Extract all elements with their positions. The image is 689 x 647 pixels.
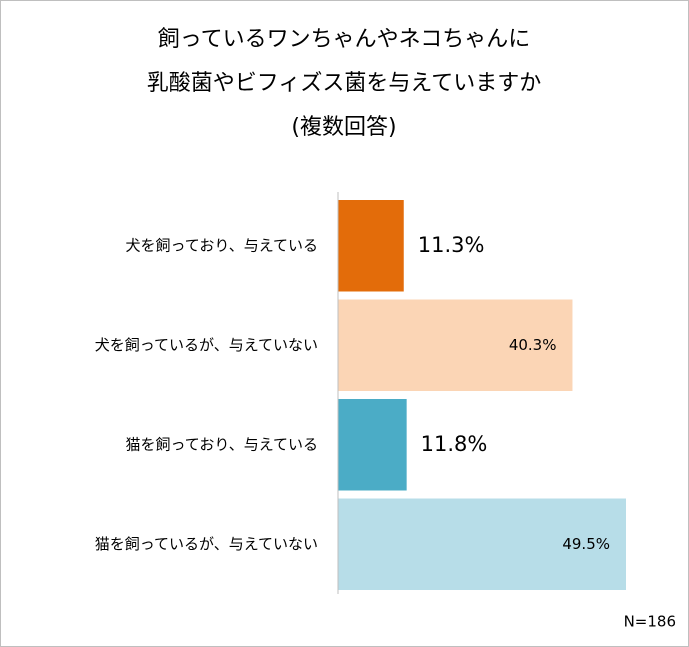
bar [338,498,626,590]
value-label: 11.3% [418,233,485,257]
category-label: 猫を飼っており、与えている [126,435,318,453]
category-label: 犬を飼っているが、与えていない [95,336,318,354]
bar [338,200,404,292]
bar [338,399,407,491]
chart-title: 飼っているワンちゃんやネコちゃんに [158,27,530,52]
category-label: 猫を飼っているが、与えていない [95,535,318,553]
category-label: 犬を飼っており、与えている [126,236,318,254]
value-label: 49.5% [562,535,610,553]
chart-title: 乳酸菌やビフィズス菌を与えていますか [147,71,541,96]
bar [338,299,573,391]
chart-title: (複数回答) [291,115,396,140]
value-label: 11.8% [421,432,488,456]
annotation: N=186 [624,613,676,631]
value-label: 40.3% [509,336,557,354]
